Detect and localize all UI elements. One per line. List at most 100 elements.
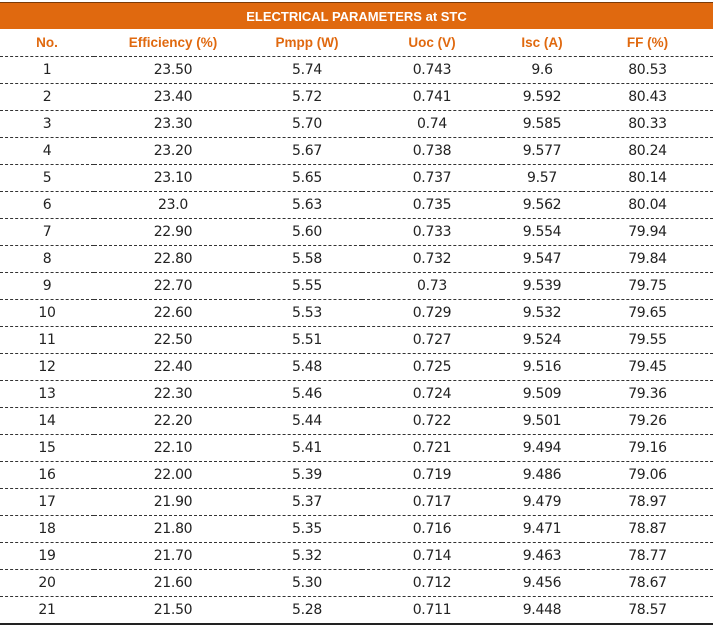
table-cell: 0.714 bbox=[362, 542, 502, 570]
table-cell: 5.32 bbox=[252, 542, 362, 570]
table-cell: 0.738 bbox=[362, 137, 502, 165]
table-cell: 78.87 bbox=[582, 515, 713, 543]
table-cell: 9.57 bbox=[502, 164, 582, 192]
table-cell: 12 bbox=[0, 353, 94, 381]
table-cell: 21 bbox=[0, 596, 94, 625]
table-cell: 9.456 bbox=[502, 569, 582, 597]
table-cell: 78.57 bbox=[582, 596, 713, 625]
table-cell: 0.741 bbox=[362, 83, 502, 111]
table-row: 21 21.50 5.28 0.711 9.448 78.57 bbox=[0, 596, 713, 625]
table-cell: 5.48 bbox=[252, 353, 362, 381]
table-cell: 9.463 bbox=[502, 542, 582, 570]
table-cell: 5.37 bbox=[252, 488, 362, 516]
table-cell: 79.45 bbox=[582, 353, 713, 381]
table-row: 13 22.30 5.46 0.724 9.509 79.36 bbox=[0, 380, 713, 408]
table-row: 7 22.90 5.60 0.733 9.554 79.94 bbox=[0, 218, 713, 246]
table-row: 10 22.60 5.53 0.729 9.532 79.65 bbox=[0, 299, 713, 327]
table-cell: 0.722 bbox=[362, 407, 502, 435]
table-cell: 80.14 bbox=[582, 164, 713, 192]
table-cell: 0.737 bbox=[362, 164, 502, 192]
table-cell: 6 bbox=[0, 191, 94, 219]
table-cell: 5.51 bbox=[252, 326, 362, 354]
table-cell: 9.486 bbox=[502, 461, 582, 489]
table-cell: 80.53 bbox=[582, 56, 713, 84]
table-cell: 0.73 bbox=[362, 272, 502, 300]
table-cell: 78.97 bbox=[582, 488, 713, 516]
table-cell: 0.716 bbox=[362, 515, 502, 543]
table-row: 11 22.50 5.51 0.727 9.524 79.55 bbox=[0, 326, 713, 354]
table-cell: 22.00 bbox=[94, 461, 252, 489]
table-row: 20 21.60 5.30 0.712 9.456 78.67 bbox=[0, 569, 713, 597]
table-cell: 11 bbox=[0, 326, 94, 354]
table-cell: 13 bbox=[0, 380, 94, 408]
table-cell: 79.75 bbox=[582, 272, 713, 300]
table-cell: 5.72 bbox=[252, 83, 362, 111]
table-cell: 79.26 bbox=[582, 407, 713, 435]
table-cell: 5.63 bbox=[252, 191, 362, 219]
table-cell: 9.6 bbox=[502, 56, 582, 84]
table-cell: 23.10 bbox=[94, 164, 252, 192]
table-row: 1 23.50 5.74 0.743 9.6 80.53 bbox=[0, 56, 713, 84]
electrical-parameters-table: No. Efficiency (%) Pmpp (W) Uoc (V) Isc (A) F… bbox=[0, 29, 713, 625]
table-cell: 5 bbox=[0, 164, 94, 192]
table-cell: 9.524 bbox=[502, 326, 582, 354]
table-cell: 22.10 bbox=[94, 434, 252, 462]
column-header: Uoc (V) bbox=[362, 29, 502, 57]
table-cell: 3 bbox=[0, 110, 94, 138]
table-cell: 0.719 bbox=[362, 461, 502, 489]
table-cell: 22.40 bbox=[94, 353, 252, 381]
table-row: 12 22.40 5.48 0.725 9.516 79.45 bbox=[0, 353, 713, 381]
column-header: Isc (A) bbox=[502, 29, 582, 57]
table-row: 8 22.80 5.58 0.732 9.547 79.84 bbox=[0, 245, 713, 273]
table-cell: 0.711 bbox=[362, 596, 502, 625]
table-cell: 21.90 bbox=[94, 488, 252, 516]
table-cell: 22.50 bbox=[94, 326, 252, 354]
table-cell: 21.50 bbox=[94, 596, 252, 625]
table-row: 18 21.80 5.35 0.716 9.471 78.87 bbox=[0, 515, 713, 543]
table-cell: 0.724 bbox=[362, 380, 502, 408]
table-cell: 22.20 bbox=[94, 407, 252, 435]
table-cell: 23.40 bbox=[94, 83, 252, 111]
table-cell: 0.729 bbox=[362, 299, 502, 327]
table-cell: 23.20 bbox=[94, 137, 252, 165]
table-cell: 5.65 bbox=[252, 164, 362, 192]
table-row: 5 23.10 5.65 0.737 9.57 80.14 bbox=[0, 164, 713, 192]
table-cell: 9.532 bbox=[502, 299, 582, 327]
table-cell: 21.80 bbox=[94, 515, 252, 543]
table-cell: 0.733 bbox=[362, 218, 502, 246]
table-cell: 22.60 bbox=[94, 299, 252, 327]
table-cell: 22.30 bbox=[94, 380, 252, 408]
table-row: 15 22.10 5.41 0.721 9.494 79.16 bbox=[0, 434, 713, 462]
table-cell: 80.24 bbox=[582, 137, 713, 165]
table-cell: 14 bbox=[0, 407, 94, 435]
table-cell: 80.33 bbox=[582, 110, 713, 138]
table-cell: 19 bbox=[0, 542, 94, 570]
table-cell: 79.55 bbox=[582, 326, 713, 354]
table-cell: 10 bbox=[0, 299, 94, 327]
table-row: 17 21.90 5.37 0.717 9.479 78.97 bbox=[0, 488, 713, 516]
table-cell: 22.90 bbox=[94, 218, 252, 246]
table-cell: 9.539 bbox=[502, 272, 582, 300]
table-row: 19 21.70 5.32 0.714 9.463 78.77 bbox=[0, 542, 713, 570]
table-cell: 9.547 bbox=[502, 245, 582, 273]
table-cell: 9.448 bbox=[502, 596, 582, 625]
table-cell: 0.721 bbox=[362, 434, 502, 462]
table-cell: 21.70 bbox=[94, 542, 252, 570]
table-cell: 9.516 bbox=[502, 353, 582, 381]
table-cell: 5.39 bbox=[252, 461, 362, 489]
table-cell: 79.84 bbox=[582, 245, 713, 273]
table-cell: 79.06 bbox=[582, 461, 713, 489]
table-cell: 5.28 bbox=[252, 596, 362, 625]
table-cell: 5.44 bbox=[252, 407, 362, 435]
table-cell: 23.0 bbox=[94, 191, 252, 219]
table-cell: 5.74 bbox=[252, 56, 362, 84]
table-cell: 5.35 bbox=[252, 515, 362, 543]
table-cell: 9.494 bbox=[502, 434, 582, 462]
table-cell: 5.70 bbox=[252, 110, 362, 138]
table-cell: 15 bbox=[0, 434, 94, 462]
table-cell: 79.65 bbox=[582, 299, 713, 327]
table-cell: 5.41 bbox=[252, 434, 362, 462]
table-cell: 78.77 bbox=[582, 542, 713, 570]
table-cell: 17 bbox=[0, 488, 94, 516]
